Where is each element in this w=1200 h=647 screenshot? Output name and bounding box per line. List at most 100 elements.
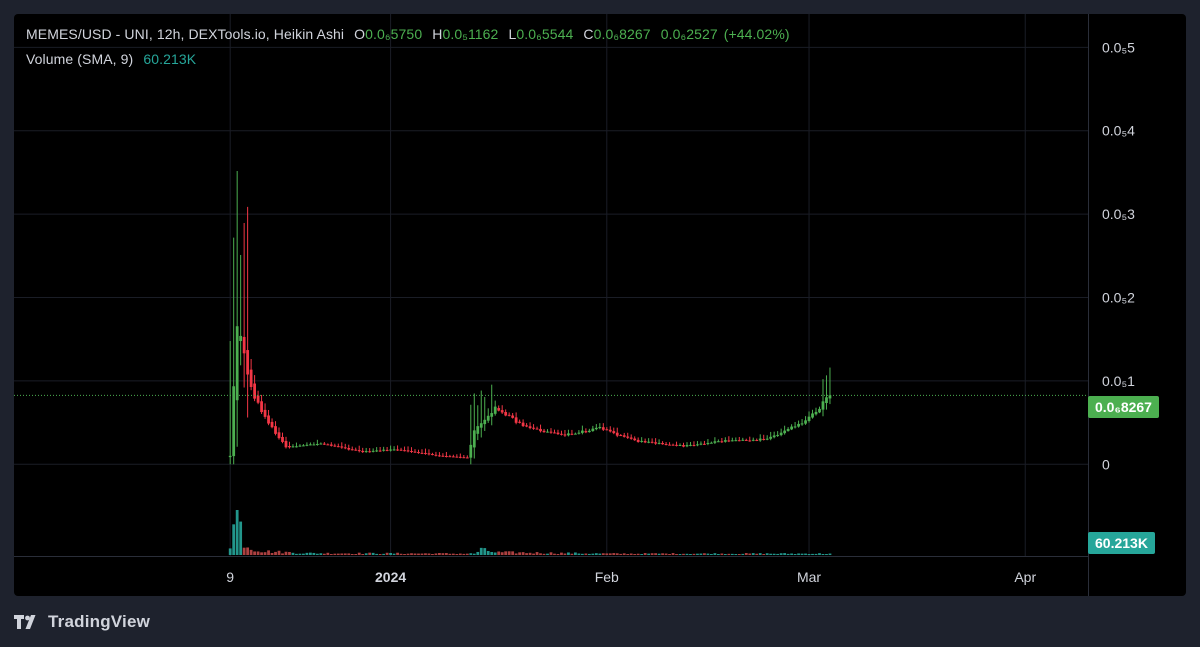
volume-bar xyxy=(420,553,424,555)
candle-body xyxy=(671,444,675,446)
candle-body xyxy=(309,444,312,446)
volume-bar xyxy=(699,553,703,555)
candle-body xyxy=(821,401,825,410)
volume-bar xyxy=(427,553,431,555)
candle-body xyxy=(288,445,291,448)
volume-bar xyxy=(319,553,323,555)
candle-body xyxy=(758,438,762,441)
volume-bar xyxy=(685,553,689,555)
candle-body xyxy=(608,429,612,432)
candle-body xyxy=(235,326,239,401)
volume-bar xyxy=(821,554,825,555)
low-label: L xyxy=(508,26,517,42)
volume-bar xyxy=(288,551,291,555)
candle-body xyxy=(685,445,689,447)
candle-body xyxy=(322,443,326,445)
close-label: C xyxy=(583,26,594,42)
candle-body xyxy=(675,444,678,446)
candle-body xyxy=(434,454,438,456)
candle-body xyxy=(472,430,476,448)
candle-body xyxy=(319,443,323,445)
volume-bar xyxy=(347,553,351,555)
tradingview-branding[interactable]: TradingView xyxy=(14,611,150,633)
candle-body xyxy=(755,439,759,441)
volume-bar xyxy=(525,553,528,555)
candle-body xyxy=(654,442,658,444)
candle-body xyxy=(580,430,584,433)
volume-bar xyxy=(507,551,511,555)
volume-bar xyxy=(696,553,699,555)
volume-bar xyxy=(382,553,386,555)
last-price-badge: 0.0₆8267 xyxy=(1088,396,1159,418)
candle-body xyxy=(270,421,274,428)
candle-body xyxy=(591,428,595,432)
candle-body xyxy=(636,439,640,442)
volume-bar xyxy=(758,553,762,555)
volume-bar xyxy=(661,553,664,555)
volume-bar xyxy=(580,553,584,555)
volume-bar xyxy=(368,552,372,555)
candle-body xyxy=(417,452,420,454)
candle-body xyxy=(783,430,787,434)
candle-body xyxy=(786,428,790,432)
candle-body xyxy=(661,442,664,445)
volume-bar xyxy=(444,553,448,555)
candle-body xyxy=(706,442,710,445)
symbol-info: MEMES/USD - UNI, 12h, DEXTools.io, Heiki… xyxy=(26,26,345,42)
candle-body xyxy=(469,444,473,458)
volume-bar xyxy=(689,554,692,555)
volume-bar xyxy=(497,551,501,555)
volume-bar xyxy=(570,553,574,555)
volume-bar xyxy=(619,553,623,555)
change-value: 0.0₆2527 xyxy=(660,26,718,42)
candle-body xyxy=(730,440,734,442)
volume-bar xyxy=(448,553,452,555)
candle-body xyxy=(650,441,654,443)
volume-bar xyxy=(364,553,368,555)
candle-body xyxy=(560,433,563,435)
chart-area[interactable]: 0.0₅5 0.0₅4 0.0₅3 0.0₅2 0.0₅1 0 9 2024 Feb Mar Apr… xyxy=(14,14,1186,596)
volume-bar xyxy=(640,554,644,555)
volume-bar xyxy=(431,554,434,555)
volume-bar xyxy=(598,553,602,555)
candle-body xyxy=(769,436,773,439)
volume-bar xyxy=(490,552,494,555)
candle-body xyxy=(249,369,253,388)
candle-body xyxy=(392,449,396,451)
candle-body xyxy=(326,444,330,446)
volume-bar xyxy=(479,547,483,555)
candle-body xyxy=(399,449,403,451)
candlestick-chart[interactable]: 0.0₅5 0.0₅4 0.0₅3 0.0₅2 0.0₅1 0 9 2024 Feb Mar Apr xyxy=(14,14,1186,596)
candle-body xyxy=(514,417,518,423)
volume-bar xyxy=(235,510,239,555)
candle-body xyxy=(274,426,277,434)
candle-body xyxy=(532,427,535,429)
volume-bar xyxy=(322,553,326,555)
volume-bar xyxy=(542,553,546,555)
tradingview-logo-icon xyxy=(14,615,36,629)
price-axis-label: 0.0₅5 xyxy=(1102,39,1135,55)
time-axis-label: Mar xyxy=(797,569,821,585)
candle-body xyxy=(420,452,424,454)
volume-legend: Volume (SMA, 9) 60.213K xyxy=(26,51,196,67)
candle-body xyxy=(727,440,731,442)
volume-bar xyxy=(333,553,337,555)
candle-body xyxy=(682,445,685,447)
candle-body xyxy=(357,450,361,452)
volume-bar xyxy=(584,553,588,555)
volume-bar xyxy=(486,551,490,555)
volume-bar xyxy=(710,554,713,555)
volume-bar xyxy=(270,553,274,555)
candle-body xyxy=(263,409,267,417)
candle-body xyxy=(410,450,413,452)
volume-bar xyxy=(441,553,445,555)
high-label: H xyxy=(432,26,443,42)
candle-body xyxy=(382,449,386,451)
candle-body xyxy=(678,444,682,446)
volume-indicator-value: 60.213K xyxy=(143,51,197,67)
candle-body xyxy=(626,436,630,438)
candle-body xyxy=(493,406,497,414)
volume-bar xyxy=(521,552,525,555)
candle-body xyxy=(657,442,661,444)
candle-body xyxy=(640,440,644,442)
